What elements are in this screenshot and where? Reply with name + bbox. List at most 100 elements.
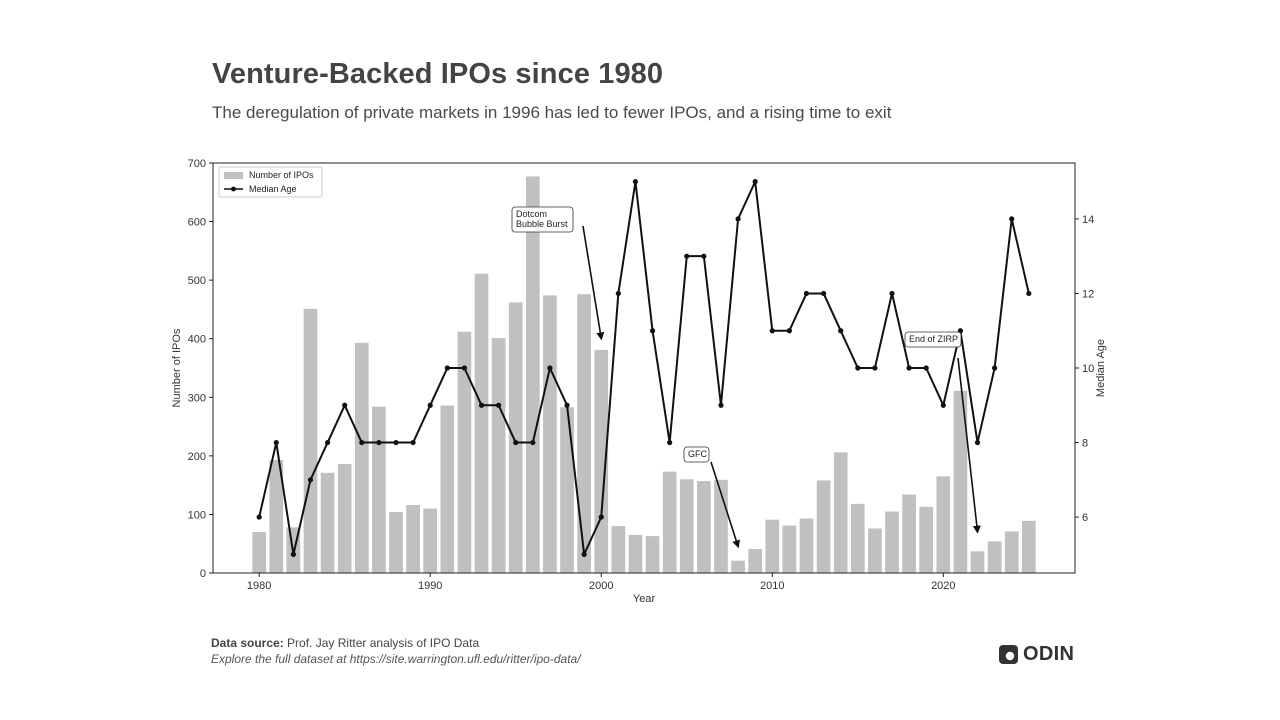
y-tick-label-300: 300 bbox=[188, 392, 206, 404]
median-age-point-1995 bbox=[513, 439, 519, 446]
bar-2020 bbox=[936, 476, 951, 573]
median-age-point-1992 bbox=[461, 365, 468, 371]
x-axis-label: Year bbox=[633, 593, 656, 605]
y2-tick-label-10: 10 bbox=[1082, 363, 1094, 375]
median-age-point-2014 bbox=[838, 328, 844, 334]
bar-1991 bbox=[440, 405, 455, 573]
y-tick-label-100: 100 bbox=[188, 509, 206, 521]
bar-2010 bbox=[765, 519, 780, 573]
bar-1989 bbox=[406, 505, 420, 573]
median-age-point-2012 bbox=[803, 290, 810, 297]
median-age-point-2016 bbox=[872, 365, 878, 371]
median-age-point-1990 bbox=[427, 402, 433, 408]
median-age-point-2011 bbox=[786, 328, 792, 334]
median-age-point-2004 bbox=[667, 439, 673, 446]
bar-1992 bbox=[457, 331, 472, 573]
median-age-point-2019 bbox=[923, 365, 929, 371]
bar-2018 bbox=[902, 494, 916, 573]
median-age-point-2005 bbox=[684, 253, 690, 259]
median-age-point-1989 bbox=[410, 439, 416, 446]
bars-layer bbox=[252, 176, 1036, 573]
median-age-point-1996 bbox=[530, 439, 536, 446]
median-age-point-2007 bbox=[718, 402, 724, 408]
bar-2019 bbox=[919, 506, 934, 573]
bar-2011 bbox=[782, 525, 797, 573]
bar-2012 bbox=[799, 518, 814, 573]
median-age-point-2024 bbox=[1009, 216, 1015, 222]
legend-marker-median-age bbox=[231, 186, 236, 192]
bar-2009 bbox=[748, 548, 763, 573]
bar-2022 bbox=[970, 551, 985, 573]
median-age-point-2015 bbox=[855, 365, 861, 371]
annotation-arrow-end-of-zirp bbox=[957, 357, 981, 534]
bar-1993 bbox=[474, 273, 489, 573]
bar-1983 bbox=[303, 308, 318, 573]
bar-1990 bbox=[423, 508, 438, 573]
bar-2021 bbox=[953, 390, 968, 573]
x-tick-label-1990: 1990 bbox=[418, 580, 442, 592]
legend-label-ipos: Number of IPOs bbox=[249, 170, 314, 180]
odin-logo-icon bbox=[999, 645, 1018, 664]
median-age-point-1982 bbox=[290, 551, 296, 557]
x-tick-label-2020: 2020 bbox=[931, 580, 955, 592]
legend-swatch-ipos bbox=[224, 172, 243, 179]
odin-logo: ODIN bbox=[999, 643, 1074, 666]
data-source: Data source: Prof. Jay Ritter analysis o… bbox=[211, 636, 479, 650]
annotation-label-dotcom-bubble-burst-1: Bubble Burst bbox=[516, 219, 568, 229]
bar-2024 bbox=[1004, 531, 1019, 573]
median-age-line-layer bbox=[256, 179, 1032, 557]
median-age-point-2020 bbox=[940, 402, 946, 408]
median-age-point-1981 bbox=[273, 439, 279, 446]
median-age-point-1999 bbox=[581, 551, 587, 557]
median-age-point-1988 bbox=[393, 439, 399, 446]
y2-tick-label-14: 14 bbox=[1082, 214, 1094, 226]
y2-tick-label-8: 8 bbox=[1082, 438, 1088, 450]
y2-tick-label-12: 12 bbox=[1082, 288, 1094, 300]
odin-logo-text: ODIN bbox=[1023, 643, 1075, 665]
median-age-point-1980 bbox=[256, 514, 262, 520]
axes-layer: 0 100 200 300 400 500 600 700 6 8 10 12 14 1980 1990 20… bbox=[171, 158, 1107, 605]
median-age-point-2013 bbox=[820, 290, 827, 297]
bar-1980 bbox=[252, 532, 267, 573]
median-age-point-2006 bbox=[701, 253, 707, 259]
median-age-point-2000 bbox=[598, 514, 604, 520]
dataset-link-text: Explore the full dataset at https://site… bbox=[211, 652, 581, 666]
median-age-point-2022 bbox=[974, 439, 981, 446]
bar-1996 bbox=[525, 176, 540, 573]
data-source-text: Prof. Jay Ritter analysis of IPO Data bbox=[287, 636, 480, 650]
annotation-label-dotcom-bubble-burst-0: Dotcom bbox=[516, 209, 547, 219]
bar-1988 bbox=[389, 512, 403, 573]
median-age-point-1986 bbox=[359, 439, 365, 446]
median-age-point-1994 bbox=[496, 402, 502, 408]
annotation-arrow-dotcom-bubble-burst bbox=[582, 225, 605, 341]
annotation-label-gfc-0: GFC bbox=[688, 449, 707, 459]
y2-tick-label-6: 6 bbox=[1082, 512, 1088, 524]
chart-subtitle: The deregulation of private markets in 1… bbox=[212, 103, 892, 122]
median-age-point-2003 bbox=[649, 328, 656, 334]
annotation-label-end-of-zirp-0: End of ZIRP bbox=[909, 334, 958, 344]
y-tick-label-0: 0 bbox=[200, 568, 206, 580]
median-age-point-2002 bbox=[632, 179, 639, 185]
median-age-point-2025 bbox=[1026, 290, 1032, 297]
bar-1999 bbox=[577, 294, 591, 573]
median-age-point-1991 bbox=[444, 365, 450, 371]
median-age-point-2018 bbox=[906, 365, 912, 371]
bar-2004 bbox=[662, 471, 677, 573]
bar-2002 bbox=[628, 534, 643, 573]
median-age-point-2008 bbox=[735, 216, 741, 222]
legend-layer: Number of IPOs Median Age bbox=[218, 166, 323, 198]
bar-2017 bbox=[885, 511, 899, 573]
bar-2008 bbox=[731, 560, 745, 573]
median-age-point-2010 bbox=[769, 328, 775, 334]
chart-title: Venture-Backed IPOs since 1980 bbox=[212, 58, 664, 90]
bar-2005 bbox=[679, 479, 694, 573]
median-age-point-2017 bbox=[889, 290, 895, 297]
bar-2015 bbox=[850, 503, 865, 573]
y-axis-label: Number of IPOs bbox=[171, 328, 183, 407]
bar-1997 bbox=[543, 295, 557, 573]
annotation-box-gfc bbox=[683, 446, 710, 463]
x-tick-label-2010: 2010 bbox=[760, 580, 784, 592]
bar-1981 bbox=[269, 459, 284, 573]
